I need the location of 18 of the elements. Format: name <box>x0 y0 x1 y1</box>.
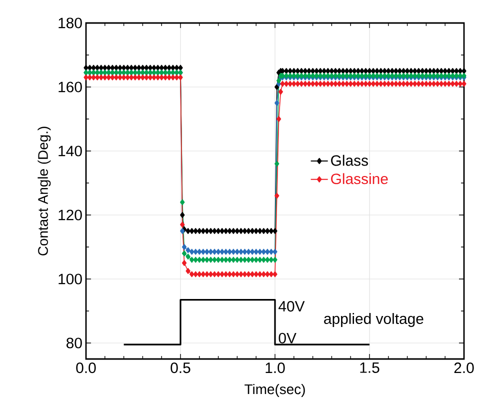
y-tick-label: 120 <box>58 210 82 220</box>
y-axis-title: Contact Angle (Deg.) <box>38 126 51 256</box>
x-tick-label: 1.0 <box>266 362 285 374</box>
y-tick-label: 180 <box>58 18 82 28</box>
y-tick-label: 160 <box>58 82 82 92</box>
x-tick-label: 0.5 <box>170 362 190 374</box>
x-tick-label: 1.5 <box>360 362 380 373</box>
annotation: 40V <box>278 300 305 312</box>
y-tick-label: 140 <box>58 146 82 156</box>
y-tick-label: 80 <box>66 338 82 348</box>
x-tick-label: 0.0 <box>76 362 96 374</box>
y-tick-label: 100 <box>58 274 82 284</box>
legend-label: Glassine <box>331 173 388 184</box>
annotation: 0V <box>278 332 296 344</box>
x-axis-title: Time(sec) <box>244 384 305 397</box>
legend-label: Glass <box>331 154 368 166</box>
annotation: applied voltage <box>324 313 424 327</box>
x-tick-label: 2.0 <box>454 362 474 374</box>
